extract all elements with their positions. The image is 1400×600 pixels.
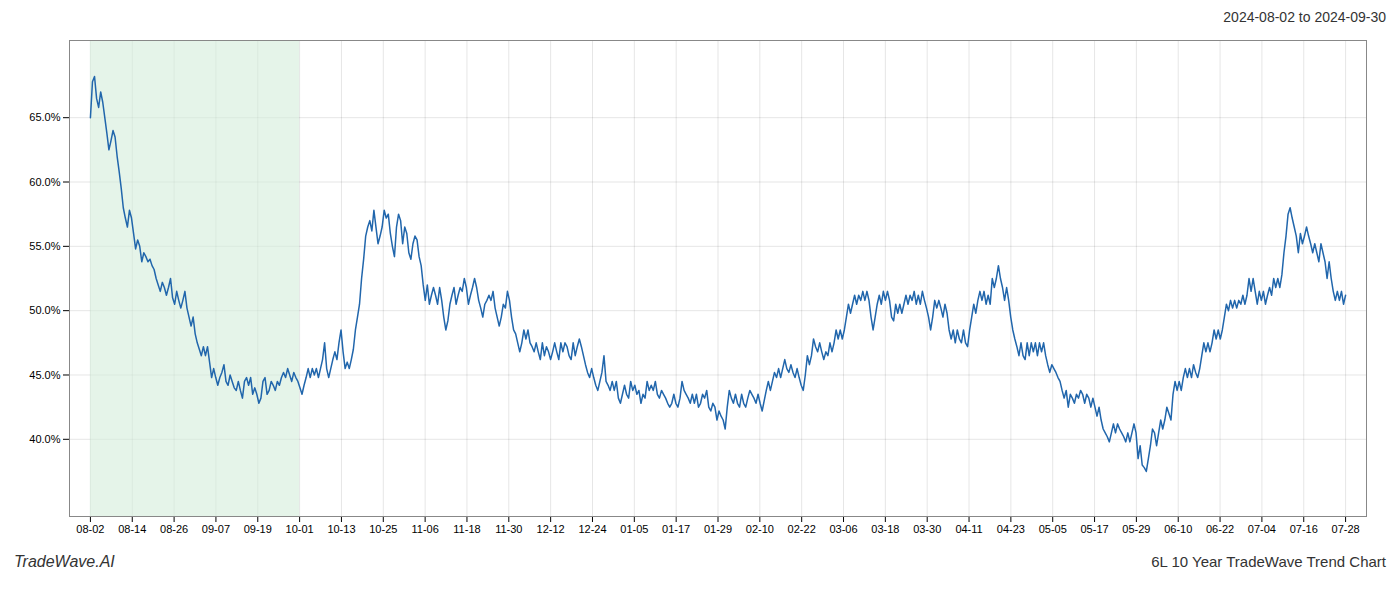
- svg-text:08-14: 08-14: [118, 523, 146, 535]
- svg-text:60.0%: 60.0%: [29, 176, 60, 188]
- svg-text:05-17: 05-17: [1080, 523, 1108, 535]
- svg-text:01-05: 01-05: [620, 523, 648, 535]
- svg-text:11-06: 11-06: [411, 523, 438, 535]
- svg-text:50.0%: 50.0%: [29, 304, 60, 316]
- svg-text:03-06: 03-06: [829, 523, 857, 535]
- svg-text:40.0%: 40.0%: [29, 433, 60, 445]
- svg-text:09-19: 09-19: [244, 523, 272, 535]
- html-text:2024-08-02 to 2024-09-30: 2024-08-02 to 2024-09-30: [1223, 9, 1386, 25]
- html-text:TradeWave.AI: TradeWave.AI: [14, 553, 115, 570]
- svg-text:55.0%: 55.0%: [29, 240, 60, 252]
- svg-text:10-13: 10-13: [327, 523, 355, 535]
- svg-text:11-30: 11-30: [495, 523, 522, 535]
- svg-text:08-26: 08-26: [160, 523, 188, 535]
- svg-text:08-02: 08-02: [76, 523, 104, 535]
- svg-text:04-11: 04-11: [955, 523, 982, 535]
- svg-text:04-23: 04-23: [997, 523, 1025, 535]
- svg-text:02-10: 02-10: [746, 523, 774, 535]
- svg-text:06-10: 06-10: [1164, 523, 1192, 535]
- svg-text:12-12: 12-12: [537, 523, 565, 535]
- svg-text:45.0%: 45.0%: [29, 369, 60, 381]
- svg-text:06-22: 06-22: [1206, 523, 1234, 535]
- svg-text:11-18: 11-18: [453, 523, 480, 535]
- svg-text:10-01: 10-01: [286, 523, 314, 535]
- svg-text:07-16: 07-16: [1290, 523, 1318, 535]
- html-text:6L 10 Year TradeWave Trend Cha: 6L 10 Year TradeWave Trend Chart: [1151, 553, 1386, 570]
- svg-text:01-29: 01-29: [704, 523, 732, 535]
- svg-text:03-30: 03-30: [913, 523, 941, 535]
- svg-text:07-04: 07-04: [1248, 523, 1276, 535]
- svg-text:10-25: 10-25: [369, 523, 397, 535]
- svg-text:12-24: 12-24: [578, 523, 606, 535]
- svg-text:02-22: 02-22: [788, 523, 816, 535]
- svg-text:01-17: 01-17: [662, 523, 690, 535]
- svg-text:05-29: 05-29: [1122, 523, 1150, 535]
- svg-text:65.0%: 65.0%: [29, 111, 60, 123]
- svg-text:05-05: 05-05: [1039, 523, 1067, 535]
- svg-text:03-18: 03-18: [871, 523, 899, 535]
- svg-text:09-07: 09-07: [202, 523, 230, 535]
- svg-text:07-28: 07-28: [1332, 523, 1360, 535]
